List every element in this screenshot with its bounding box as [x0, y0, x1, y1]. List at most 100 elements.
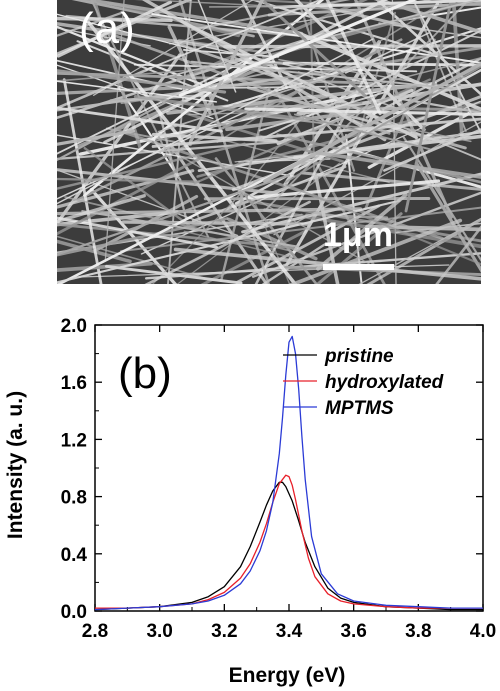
nanowire [285, 183, 481, 266]
nanowire [176, 162, 341, 284]
nanowire [57, 174, 291, 256]
nanowire [365, 57, 481, 119]
nanowire [104, 0, 125, 262]
panel-b-label: (b) [118, 349, 172, 398]
nanowire [315, 151, 481, 179]
nanowire [244, 107, 481, 116]
nanowire [57, 38, 374, 205]
nanowire [161, 0, 481, 79]
nanowire [118, 86, 182, 181]
nanowire [167, 25, 212, 114]
y-tick-label: 0.0 [61, 602, 87, 623]
y-tick-label: 1.2 [61, 430, 87, 451]
nanowire [122, 130, 445, 240]
nanowire [57, 216, 218, 249]
x-tick-label: 2.8 [82, 621, 108, 642]
nanowire [227, 217, 318, 261]
nanowire [57, 235, 208, 280]
nanowire [57, 13, 202, 52]
nanowire [305, 213, 389, 219]
nanowire [154, 141, 373, 267]
nanowire [57, 80, 218, 103]
nanowire [294, 113, 432, 151]
x-tick-label: 3.2 [211, 621, 237, 642]
nanowire [297, 71, 411, 114]
y-axis-title: Intensity (a. u.) [4, 391, 27, 539]
y-tick-label: 2.0 [61, 316, 87, 337]
x-tick-label: 3.6 [340, 621, 366, 642]
nanowire [251, 191, 481, 278]
nanowire [197, 0, 237, 93]
nanowire [107, 1, 241, 38]
nanowire [207, 61, 316, 87]
nanowire [404, 0, 453, 213]
nanowire [57, 169, 195, 209]
nanowire [57, 101, 167, 162]
nanowire [294, 0, 426, 132]
x-axis-title: Energy (eV) [229, 664, 346, 687]
series-line-pristine [94, 481, 483, 611]
nanowire [240, 0, 289, 89]
legend-label: pristine [324, 346, 394, 367]
scale-bar [323, 264, 394, 270]
nanowire [353, 0, 453, 219]
nanowire [83, 146, 196, 231]
nanowire [180, 20, 418, 139]
nanowire [217, 27, 481, 110]
nanowire [57, 129, 136, 146]
nanowire [77, 0, 304, 36]
nanowire [57, 210, 179, 227]
nanowire [383, 128, 481, 172]
nanowire [57, 57, 252, 155]
nanowire [57, 11, 123, 37]
nanowire [57, 140, 288, 160]
nanowire [183, 230, 317, 264]
nanowire [151, 117, 481, 148]
y-tick-label: 0.4 [61, 545, 88, 566]
nanowire [435, 225, 481, 284]
y-tick-label: 1.6 [61, 373, 87, 394]
legend-label: hydroxylated [325, 372, 444, 393]
nanowire-texture [57, 0, 481, 284]
nanowire [188, 110, 297, 116]
nanowire [104, 264, 243, 284]
sem-micrograph: (a) 1μm [57, 0, 481, 284]
nanowire [190, 0, 351, 31]
nanowire [57, 0, 173, 58]
nanowire [178, 0, 270, 284]
nanowire [316, 192, 408, 271]
nanowire [325, 0, 382, 116]
nanowire [92, 0, 143, 152]
nanowire [133, 63, 418, 73]
series-line-hydroxylated [95, 474, 483, 609]
pl-spectrum-chart: 2.8 3.0 3.2 3.4 3.6 3.8 4.0 0.0 0.4 0.8 1.2 1.6 2.0 p… [4, 316, 497, 687]
nanowire [373, 0, 481, 34]
nanowire [81, 210, 300, 248]
nanowire [133, 94, 305, 121]
nanowire [402, 136, 481, 262]
legend-label: MPTMS [325, 398, 394, 419]
nanowire [246, 86, 467, 150]
nanowire [258, 89, 391, 132]
series-line-mptms [94, 335, 483, 611]
nanowire [57, 199, 401, 284]
nanowire [57, 168, 278, 195]
nanowire [190, 60, 454, 90]
nanowire [168, 143, 269, 284]
nanowire [144, 200, 311, 284]
nanowire [451, 0, 464, 140]
nanowire [57, 239, 132, 264]
nanowire [169, 0, 433, 45]
y-tick-label: 0.8 [61, 488, 87, 509]
nanowire [358, 217, 481, 284]
x-tick-label: 4.0 [470, 621, 496, 642]
plot-area: 2.8 3.0 3.2 3.4 3.6 3.8 4.0 0.0 0.4 0.8 1.2 1.6 2.0 p… [61, 316, 497, 642]
scale-bar-label: 1μm [323, 216, 393, 254]
nanowire [414, 4, 481, 135]
panel-a-label: (a) [79, 4, 136, 53]
nanowire [309, 0, 316, 183]
nanowire [57, 106, 223, 133]
x-tick-label: 3.8 [405, 621, 431, 642]
nanowire [314, 174, 340, 284]
nanowire [234, 138, 454, 163]
